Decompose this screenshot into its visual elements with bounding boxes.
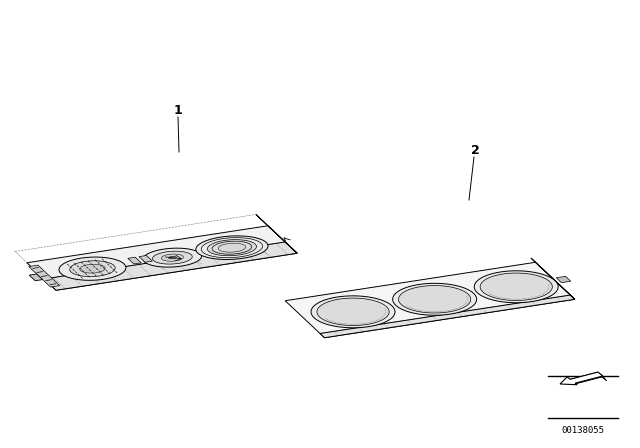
Polygon shape bbox=[531, 258, 575, 299]
Text: 2: 2 bbox=[470, 143, 479, 156]
Polygon shape bbox=[143, 248, 202, 267]
Polygon shape bbox=[598, 372, 607, 381]
Polygon shape bbox=[44, 242, 297, 290]
Polygon shape bbox=[311, 296, 395, 328]
Polygon shape bbox=[285, 262, 575, 338]
Polygon shape bbox=[474, 271, 558, 303]
Text: 00138055: 00138055 bbox=[561, 426, 605, 435]
Polygon shape bbox=[399, 285, 471, 313]
Polygon shape bbox=[393, 283, 477, 315]
Polygon shape bbox=[480, 273, 552, 301]
Polygon shape bbox=[556, 276, 571, 283]
Polygon shape bbox=[29, 265, 60, 287]
Polygon shape bbox=[161, 254, 184, 261]
Polygon shape bbox=[317, 298, 389, 326]
Polygon shape bbox=[27, 226, 297, 290]
Polygon shape bbox=[139, 255, 152, 262]
Polygon shape bbox=[570, 372, 602, 384]
Polygon shape bbox=[59, 257, 126, 280]
Polygon shape bbox=[560, 372, 603, 385]
Text: 1: 1 bbox=[173, 103, 182, 116]
Polygon shape bbox=[218, 243, 246, 252]
Polygon shape bbox=[256, 215, 297, 253]
Polygon shape bbox=[29, 274, 43, 281]
Polygon shape bbox=[320, 295, 575, 338]
Polygon shape bbox=[152, 251, 192, 264]
Polygon shape bbox=[128, 257, 141, 264]
Polygon shape bbox=[70, 261, 115, 276]
Polygon shape bbox=[207, 240, 257, 256]
Polygon shape bbox=[168, 256, 176, 259]
Polygon shape bbox=[80, 264, 105, 273]
Polygon shape bbox=[196, 236, 268, 259]
